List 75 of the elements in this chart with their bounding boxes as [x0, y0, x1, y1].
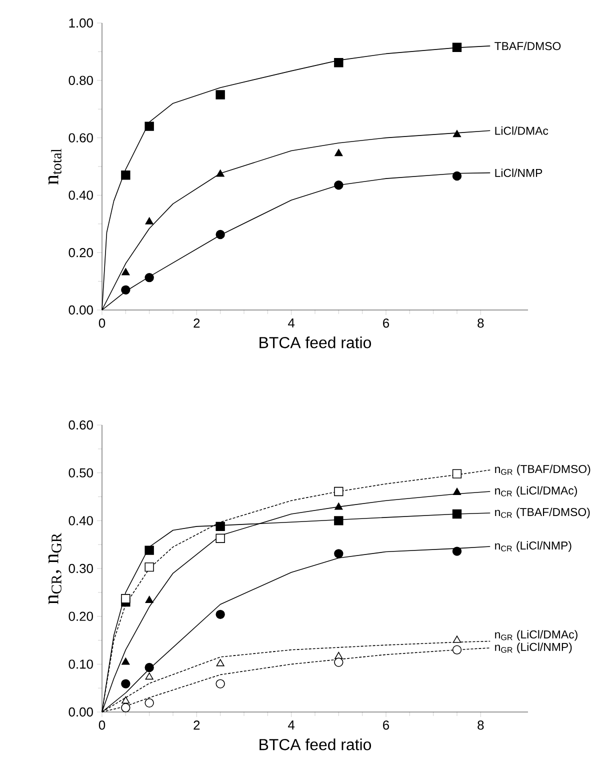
point	[216, 170, 224, 177]
y-tick-label: 1.00	[69, 18, 93, 28]
point	[452, 42, 462, 52]
point	[452, 469, 462, 478]
y-axis-title: n$_{CR}$, n$_{GR}$	[48, 532, 62, 604]
point	[122, 696, 130, 704]
point	[121, 679, 130, 688]
y-tick-label: 0.10	[68, 660, 93, 669]
point	[122, 658, 130, 665]
y-tick-label: 0.50	[68, 468, 93, 478]
x-axis-title: BTCA feed ratio	[260, 738, 372, 750]
series-label: n$_{GR}$ (LiCl/DMAc)	[495, 630, 578, 641]
point	[145, 217, 154, 224]
point	[334, 516, 344, 526]
point	[334, 549, 344, 558]
x-tick-label: 4	[288, 720, 295, 730]
point	[452, 636, 462, 643]
point	[144, 272, 154, 282]
point	[334, 58, 344, 68]
x-tick-label: 4	[288, 318, 295, 328]
series-label: n$_{CR}$ (TBAF/DMSO)	[495, 508, 590, 518]
point	[452, 546, 462, 556]
x-tick-label: 6	[383, 720, 390, 730]
y-tick-label: 0.20	[68, 248, 93, 258]
point	[144, 122, 154, 131]
point	[145, 596, 154, 604]
y-tick-label: 0.60	[68, 420, 93, 430]
x-tick-label: 8	[478, 318, 484, 328]
point	[145, 672, 154, 680]
y-tick-label: 0.40	[68, 516, 93, 526]
point	[334, 486, 344, 496]
series-label: LiCl/DMAc	[495, 126, 548, 135]
x-tick-label: 0	[98, 720, 106, 730]
point	[216, 659, 224, 666]
point	[334, 148, 343, 156]
x-tick-label: 6	[383, 318, 390, 328]
point	[216, 230, 225, 240]
series-label: LiCl/NMP	[495, 168, 542, 178]
point	[452, 645, 462, 654]
point	[122, 268, 130, 276]
point	[216, 90, 225, 100]
point	[144, 546, 154, 555]
point	[121, 285, 130, 295]
point	[144, 662, 154, 672]
point	[452, 488, 462, 495]
series-label: TBAF/DMSO	[494, 42, 561, 50]
y-tick-label: 0.00	[68, 707, 93, 717]
x-tick-label: 0	[98, 318, 106, 328]
x-tick-label: 2	[194, 720, 200, 730]
point	[334, 180, 344, 190]
series-label: n$_{CR}$ (LiCl/NMP)	[495, 541, 572, 552]
point	[216, 534, 225, 543]
point	[121, 594, 130, 604]
point	[144, 562, 154, 572]
point	[216, 522, 225, 532]
series-label: n$_{GR}$ (LiCl/NMP)	[495, 642, 572, 654]
y-tick-label: 0.30	[68, 564, 93, 574]
point	[452, 509, 462, 519]
point	[121, 703, 130, 712]
series-label: n$_{GR}$ (TBAF/DMSO)	[495, 464, 590, 476]
y-tick-label: 0.80	[68, 76, 93, 85]
point	[452, 171, 462, 181]
x-tick-label: 2	[194, 318, 200, 328]
point	[452, 130, 462, 138]
y-tick-label: 0.40	[68, 190, 93, 200]
point	[121, 170, 130, 180]
series-label: n$_{CR}$ (LiCl/DMAc)	[495, 486, 577, 497]
y-tick-label: 0.00	[68, 305, 93, 315]
point	[334, 502, 343, 510]
y-tick-label: 0.20	[68, 612, 93, 621]
y-tick-label: 0.60	[68, 133, 93, 142]
point	[216, 610, 225, 620]
x-tick-label: 8	[478, 720, 484, 730]
y-axis-title: n$_{total}$	[48, 148, 62, 185]
x-axis-title: BTCA feed ratio	[260, 336, 372, 348]
